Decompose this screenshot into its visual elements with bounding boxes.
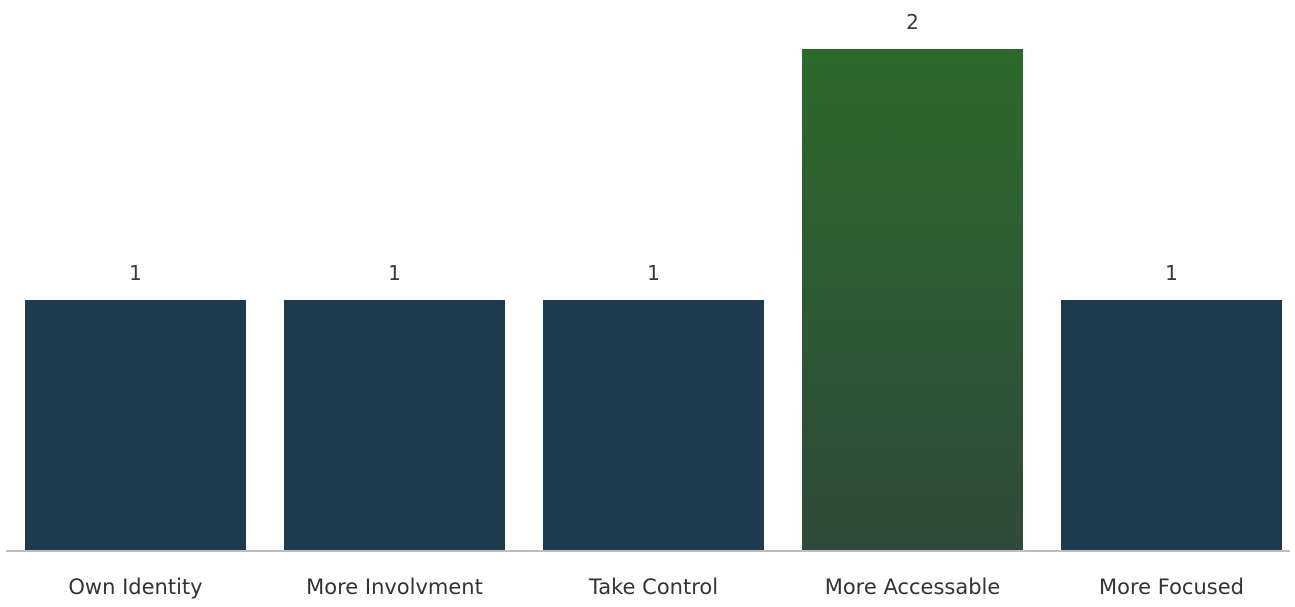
category-label: Own Identity [68, 575, 202, 599]
bar-more-involvment [284, 300, 505, 551]
data-label: 2 [906, 10, 919, 34]
value-labels-group: 1 1 1 2 1 [129, 10, 1178, 285]
data-label: 1 [1165, 261, 1178, 285]
bar-own-identity [25, 300, 246, 551]
data-label: 1 [388, 261, 401, 285]
category-labels-group: Own Identity More Involvment Take Control M… [68, 575, 1244, 599]
bar-more-accessable [802, 49, 1023, 551]
category-label: More Involvment [306, 575, 483, 599]
bar-more-focused [1061, 300, 1282, 551]
bar-take-control [543, 300, 764, 551]
category-label: More Focused [1099, 575, 1244, 599]
category-label: Take Control [588, 575, 718, 599]
data-label: 1 [129, 261, 142, 285]
bars-group [25, 49, 1282, 551]
data-label: 1 [647, 261, 660, 285]
category-label: More Accessable [825, 575, 1001, 599]
